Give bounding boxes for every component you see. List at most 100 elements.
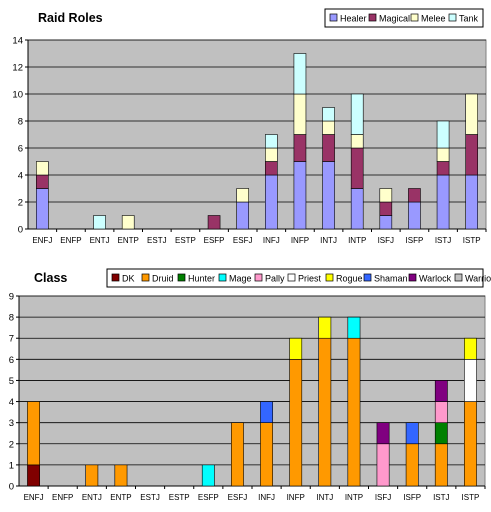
x-tick-label: ESFJ <box>228 493 248 502</box>
legend-swatch-hunter <box>177 273 186 282</box>
bar-segment-melee-isfj <box>379 188 393 203</box>
y-tick-label: 9 <box>9 292 14 303</box>
x-tick-label: ESTP <box>169 493 190 502</box>
legend-label-tank: Tank <box>459 14 479 24</box>
legend-swatch-mage <box>218 273 227 282</box>
y-tick-label: 2 <box>9 439 14 450</box>
legend-label-shaman: Shaman <box>374 274 408 284</box>
bar-segment-healer-infj <box>265 174 278 230</box>
bar-segment-tank-infp <box>293 53 307 95</box>
bar-segment-druid-istj <box>434 443 448 487</box>
x-tick-label: ENFP <box>60 236 81 245</box>
y-tick-label: 4 <box>18 171 23 182</box>
x-tick-label: ESFP <box>204 236 225 245</box>
bar-segment-rogue-intj <box>318 316 332 339</box>
y-tick-label: 0 <box>9 482 14 493</box>
bar-segment-shaman-infj <box>260 401 273 423</box>
bar-segment-magical-istp <box>465 134 478 176</box>
bar-segment-pally-istj <box>434 401 448 423</box>
bar-segment-tank-entj <box>93 215 106 230</box>
bar-segment-healer-istj <box>436 174 450 230</box>
legend-swatch-dk <box>111 273 120 282</box>
legend-label-magical: Magical <box>379 14 410 24</box>
bar-segment-magical-infp <box>293 134 307 162</box>
legend-swatch-warlock <box>408 273 417 282</box>
x-tick-label: ENTJ <box>82 493 102 502</box>
legend-label-rogue: Rogue <box>336 274 363 284</box>
x-tick-label: ENFJ <box>32 236 52 245</box>
bar-segment-magical-infj <box>265 161 278 176</box>
legend-swatch-magical <box>368 13 377 22</box>
x-tick-label: INTJ <box>316 493 333 502</box>
x-tick-label: ESTP <box>175 236 196 245</box>
legend-label-pally: Pally <box>265 274 285 284</box>
legend-swatch-healer <box>329 13 338 22</box>
bar-segment-healer-isfj <box>379 215 393 230</box>
y-tick-label: 8 <box>18 117 23 128</box>
y-tick-label: 0 <box>18 225 23 236</box>
legend-swatch-priest <box>287 273 296 282</box>
bar-segment-druid-isfp <box>405 443 419 487</box>
x-tick-label: ISTP <box>463 236 481 245</box>
bar-segment-magical-intj <box>322 134 335 162</box>
bar-segment-priest-istp <box>464 359 477 402</box>
x-tick-label: ESTJ <box>147 236 167 245</box>
legend-label-warlock: Warlock <box>419 274 452 284</box>
legend-label-druid: Druid <box>152 274 174 284</box>
chart-title: Raid Roles <box>38 11 103 25</box>
x-tick-label: ESFJ <box>233 236 253 245</box>
legend-label-hunter: Hunter <box>188 274 215 284</box>
bar-segment-healer-enfj <box>36 188 49 230</box>
bar-segment-melee-infp <box>293 93 307 135</box>
bar-segment-shaman-isfp <box>405 422 419 445</box>
bar-segment-druid-intp <box>347 337 361 487</box>
bar-segment-druid-infp <box>289 359 303 487</box>
y-tick-label: 5 <box>9 376 14 387</box>
y-tick-label: 10 <box>12 90 23 101</box>
bar-segment-healer-istp <box>465 174 478 230</box>
bar-segment-warlock-isfj <box>376 422 390 445</box>
bar-segment-druid-esfj <box>231 422 244 487</box>
x-tick-label: ISTJ <box>435 236 451 245</box>
x-tick-label: INTP <box>348 236 366 245</box>
bar-segment-magical-istj <box>436 161 450 176</box>
x-tick-label: INFJ <box>258 493 275 502</box>
x-tick-label: INTJ <box>320 236 337 245</box>
bar-segment-healer-esfj <box>236 201 249 230</box>
legend-swatch-warrior <box>454 273 463 282</box>
bar-segment-healer-intp <box>350 188 364 230</box>
legend-label-warrior: Warrior <box>465 274 491 284</box>
bar-segment-melee-istp <box>465 93 478 135</box>
x-tick-label: INFP <box>291 236 309 245</box>
bar-segment-hunter-istj <box>434 422 448 445</box>
bar-segment-melee-entp <box>121 215 135 230</box>
y-tick-label: 6 <box>18 144 23 155</box>
legend-swatch-melee <box>410 13 419 22</box>
bar-segment-mage-esfp <box>201 464 215 487</box>
y-tick-label: 14 <box>12 36 23 47</box>
bar-segment-druid-intj <box>318 337 332 487</box>
bar-segment-melee-esfj <box>236 188 249 203</box>
x-tick-label: INTP <box>345 493 363 502</box>
x-tick-label: ISTP <box>462 493 480 502</box>
x-tick-label: ENFP <box>52 493 73 502</box>
class-chart-panel: Class 0 1 2 3 4 5 6 7 8 9 ENFJ ENFP ENTJ ENTP ESTJ ESTP… <box>0 262 491 512</box>
y-tick-label: 12 <box>12 63 23 74</box>
bar-segment-melee-enfj <box>36 161 49 176</box>
x-tick-label: ISFJ <box>378 236 394 245</box>
bar-segment-rogue-infp <box>289 337 303 360</box>
x-tick-label: INFJ <box>263 236 280 245</box>
x-tick-label: ESTJ <box>140 493 160 502</box>
y-tick-label: 2 <box>18 198 23 209</box>
bar-segment-druid-entp <box>114 464 128 487</box>
legend-swatch-rogue <box>325 273 334 282</box>
bar-segment-tank-intp <box>350 93 364 135</box>
bar-segment-druid-istp <box>464 401 477 487</box>
y-tick-label: 1 <box>9 460 14 471</box>
bar-segment-magical-esfp <box>207 215 221 230</box>
legend <box>324 8 484 28</box>
legend-swatch-pally <box>254 273 263 282</box>
legend-label-melee: Melee <box>421 14 446 24</box>
bar-segment-dk-enfj <box>27 464 40 487</box>
y-tick-label: 6 <box>9 355 14 366</box>
